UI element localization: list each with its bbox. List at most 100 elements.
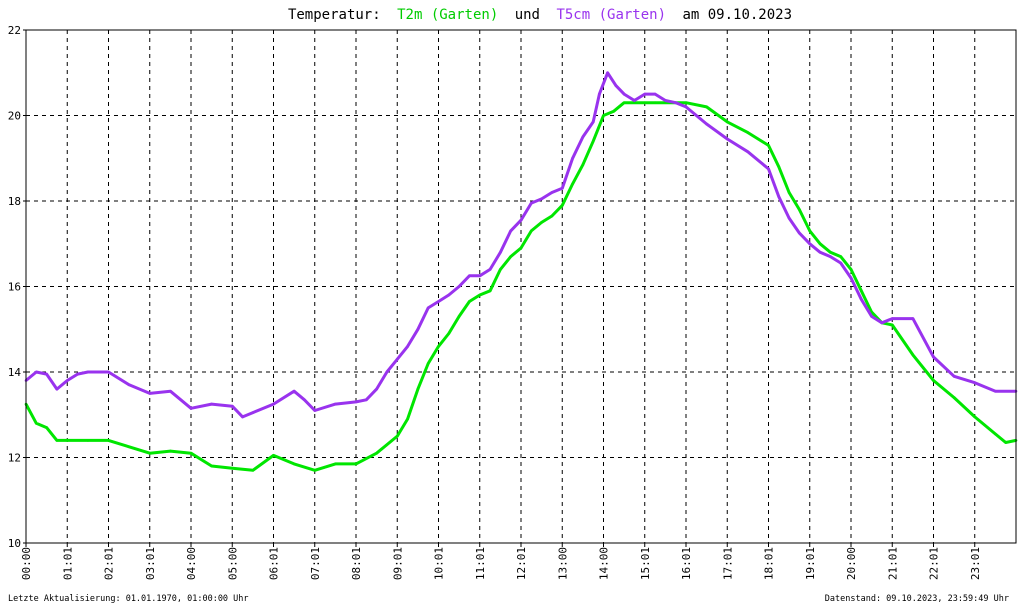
data-point-t2m <box>684 101 688 104</box>
data-point-t5cm <box>169 389 172 393</box>
data-point-t5cm <box>313 409 317 412</box>
x-tick-label: 07:01 <box>309 547 322 580</box>
data-point-t5cm <box>664 99 667 102</box>
data-point-t2m <box>643 101 647 104</box>
data-point-t5cm <box>426 306 430 310</box>
x-tick-label: 05:00 <box>226 547 239 580</box>
x-tick-label: 19:01 <box>804 547 817 580</box>
data-point-t2m <box>169 449 172 453</box>
data-point-t5cm <box>457 285 461 288</box>
data-point-t5cm <box>148 392 152 395</box>
x-tick-label: 01:01 <box>61 547 74 580</box>
data-point-t2m <box>591 139 595 143</box>
x-tick-label: 11:01 <box>474 547 487 580</box>
data-point-t5cm <box>818 251 822 254</box>
data-point-t2m <box>540 221 543 224</box>
data-point-t2m <box>550 214 554 218</box>
data-point-t2m <box>189 451 193 455</box>
data-point-t2m <box>849 268 853 271</box>
data-point-t2m <box>860 289 863 293</box>
data-point-t5cm <box>210 402 213 406</box>
data-point-t2m <box>952 396 956 399</box>
data-point-t5cm <box>777 195 781 198</box>
data-point-t2m <box>478 293 482 297</box>
data-point-t2m <box>808 229 812 233</box>
data-point-t5cm <box>829 255 832 258</box>
data-point-t5cm <box>375 387 378 391</box>
data-point-t2m <box>746 131 750 134</box>
x-tick-labels: 00:00 01:01 02:01 03:01 04:00 05:00 06:01 07:01… <box>20 547 982 580</box>
data-point-t2m <box>86 439 90 442</box>
data-point-t5cm <box>849 276 853 280</box>
data-point-t5cm <box>530 201 533 205</box>
data-point-t5cm <box>272 402 275 406</box>
data-point-t5cm <box>973 381 977 385</box>
title-suffix: am 09.10.2023 <box>682 7 792 23</box>
data-point-t5cm <box>292 389 296 393</box>
data-point-t5cm <box>726 137 729 141</box>
data-point-t5cm <box>643 92 647 96</box>
data-point-t5cm <box>798 231 801 235</box>
data-point-t2m <box>994 432 997 436</box>
data-point-t2m <box>426 362 430 365</box>
data-point-t5cm <box>127 383 131 387</box>
data-point-t5cm <box>952 375 956 378</box>
chart-title: Temperatur: T2m (Garten) und T5cm (Garte… <box>288 7 792 23</box>
data-point-t2m <box>932 379 935 382</box>
title-series1: T2m (Garten) <box>397 7 498 23</box>
data-point-t2m <box>35 422 38 425</box>
axis-layer <box>23 29 1017 547</box>
data-point-t2m <box>375 451 378 455</box>
data-point-t2m <box>292 462 296 466</box>
data-point-t5cm <box>35 370 38 374</box>
x-tick-label: 08:01 <box>350 547 363 580</box>
data-point-t2m <box>468 300 471 303</box>
data-point-t2m <box>45 426 48 429</box>
data-point-t5cm <box>787 216 791 220</box>
y-tick-label: 10 <box>8 537 21 550</box>
data-point-t2m <box>406 417 409 421</box>
data-point-t5cm <box>437 300 440 303</box>
footer-last-update: Letzte Aktualisierung: 01.01.1970, 01:00… <box>8 594 249 604</box>
data-point-t2m <box>416 387 420 391</box>
data-point-t2m <box>231 466 234 470</box>
data-point-t2m <box>55 439 59 442</box>
data-point-t5cm <box>550 191 554 194</box>
data-point-t2m <box>973 415 977 419</box>
data-point-t2m <box>612 109 616 113</box>
data-point-t2m <box>148 451 152 455</box>
data-point-t2m <box>396 434 399 438</box>
title-prefix: Temperatur: <box>288 7 381 23</box>
x-tick-label: 09:01 <box>391 547 404 580</box>
data-point-t5cm <box>55 387 59 391</box>
x-tick-label: 22:01 <box>928 547 941 580</box>
x-tick-label: 15:01 <box>639 547 652 580</box>
data-point-t2m <box>354 462 358 466</box>
data-point-t2m <box>622 101 626 104</box>
data-point-t2m <box>705 105 708 109</box>
data-point-t5cm <box>746 150 750 154</box>
data-point-t2m <box>911 353 915 357</box>
data-point-t2m <box>127 445 131 449</box>
data-point-t5cm <box>633 99 636 102</box>
x-tick-label: 13:00 <box>556 547 569 580</box>
data-point-t2m <box>251 469 255 472</box>
data-point-t2m <box>839 255 842 258</box>
data-point-t5cm <box>416 328 420 331</box>
data-point-t5cm <box>870 315 873 318</box>
y-tick-label: 20 <box>8 110 21 123</box>
title-connector: und <box>515 7 540 23</box>
data-point-t5cm <box>396 357 399 361</box>
data-point-t2m <box>891 323 894 327</box>
data-point-t5cm <box>365 398 368 402</box>
data-point-t5cm <box>447 293 451 297</box>
data-point-t2m <box>581 163 585 166</box>
footer-data-status: Datenstand: 09.10.2023, 23:59:49 Uhr <box>825 594 1009 604</box>
data-point-t2m <box>313 469 317 472</box>
data-point-t5cm <box>622 92 626 96</box>
data-point-t2m <box>488 289 492 293</box>
data-point-t5cm <box>189 407 193 410</box>
data-point-t5cm <box>385 370 389 374</box>
